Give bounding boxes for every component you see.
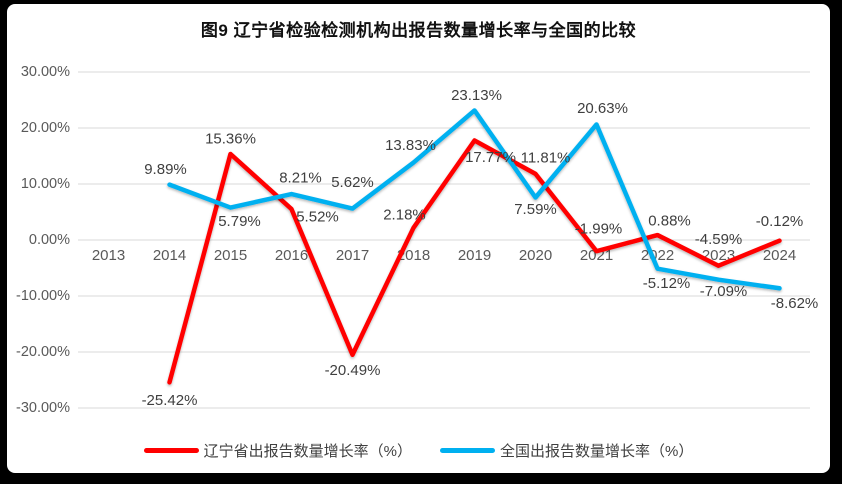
national-series-label: 全国出报告数量增长率（%） <box>500 443 694 460</box>
data-label-series-0: 11.81% <box>521 149 571 166</box>
x-axis-tick-label: 2013 <box>92 247 125 264</box>
x-axis-tick-label: 2017 <box>336 247 369 264</box>
data-label-series-1: -5.12% <box>643 275 691 292</box>
y-axis-tick-label: -20.00% <box>16 344 70 360</box>
y-axis-tick-label: 30.00% <box>21 64 70 80</box>
data-label-series-1: 8.21% <box>279 170 322 187</box>
legend-item-national: 全国出报告数量增长率（%） <box>440 440 693 461</box>
legend: 辽宁省出报告数量增长率（%） 全国出报告数量增长率（%） <box>7 440 830 461</box>
data-label-series-0: 15.36% <box>205 130 256 147</box>
series-line-1 <box>167 108 782 291</box>
data-label-series-1: -8.62% <box>771 295 819 312</box>
x-axis-tick-label: 2019 <box>458 247 491 264</box>
data-label-series-1: 7.59% <box>514 201 557 218</box>
data-label-series-1: 5.62% <box>331 174 374 191</box>
y-axis-tick-label: -10.00% <box>16 288 70 304</box>
data-label-series-1: -7.09% <box>700 283 748 300</box>
data-label-series-0: -25.42% <box>142 392 198 409</box>
x-axis-tick-label: 2014 <box>153 247 186 264</box>
series-line-0 <box>167 138 782 385</box>
data-label-series-0: -1.99% <box>575 221 623 238</box>
national-series-swatch <box>440 448 495 453</box>
y-axis-tick-label: 0.00% <box>29 232 70 248</box>
y-axis-tick-label: -30.00% <box>16 400 70 416</box>
legend-item-liaoning: 辽宁省出报告数量增长率（%） <box>143 440 412 461</box>
data-label-series-0: -4.59% <box>695 231 743 248</box>
x-axis-tick-label: 2024 <box>763 247 796 264</box>
x-axis-tick-label: 2018 <box>397 247 430 264</box>
data-label-series-1: 5.79% <box>218 213 261 230</box>
x-axis-tick-label: 2022 <box>641 247 674 264</box>
data-label-series-0: -20.49% <box>325 362 381 379</box>
data-label-series-0: 0.88% <box>648 213 691 230</box>
data-label-series-1: 9.89% <box>144 161 187 178</box>
x-axis-tick-label: 2020 <box>519 247 552 264</box>
chart-title: 图9 辽宁省检验检测机构出报告数量增长率与全国的比较 <box>200 21 637 40</box>
data-label-series-0: -0.12% <box>756 213 804 230</box>
chart-area: 图9 辽宁省检验检测机构出报告数量增长率与全国的比较 30.00% 20.00% 1… <box>7 4 830 473</box>
liaoning-series-swatch <box>143 448 199 453</box>
data-label-series-1: 20.63% <box>577 100 628 117</box>
data-label-series-1: 13.83% <box>385 137 436 154</box>
y-axis-tick-label: 20.00% <box>21 120 70 136</box>
x-axis-tick-label: 2015 <box>214 247 247 264</box>
x-axis-tick-label: 2016 <box>275 247 308 264</box>
y-axis-tick-label: 10.00% <box>21 176 70 192</box>
data-label-series-0: 17.77% <box>465 149 516 166</box>
data-label-series-1: 23.13% <box>451 87 502 104</box>
liaoning-series-label: 辽宁省出报告数量增长率（%） <box>203 443 412 460</box>
data-label-series-0: 2.18% <box>383 206 426 223</box>
data-label-series-0: 5.52% <box>296 209 339 226</box>
plot-canvas: 30.00% 20.00% 10.00% 0.00% -10.00% -20.00% -30… <box>16 64 819 416</box>
